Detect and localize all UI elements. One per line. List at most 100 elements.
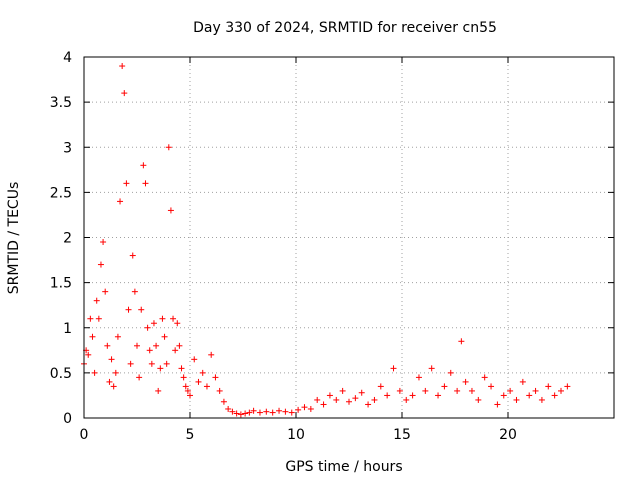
data-point bbox=[558, 387, 564, 394]
data-point bbox=[422, 387, 429, 394]
data-point bbox=[468, 387, 475, 394]
data-point bbox=[208, 351, 215, 358]
data-point bbox=[157, 365, 164, 372]
data-point bbox=[447, 369, 454, 376]
data-point bbox=[494, 401, 501, 408]
data-point bbox=[85, 351, 92, 358]
data-point bbox=[295, 406, 302, 413]
data-point bbox=[123, 180, 130, 187]
data-point bbox=[513, 396, 520, 403]
data-point bbox=[526, 392, 533, 399]
data-point bbox=[263, 408, 270, 415]
data-point bbox=[551, 392, 558, 399]
data-point bbox=[136, 374, 143, 381]
data-point bbox=[339, 387, 346, 394]
axis-ticks: 0 5 10 15 20 0 0.5 1 1.5 2 2.5 3 3.5 4 bbox=[50, 50, 614, 443]
data-point bbox=[203, 383, 210, 390]
data-point bbox=[454, 387, 461, 394]
data-point bbox=[87, 315, 94, 322]
data-point bbox=[519, 378, 526, 385]
data-point bbox=[144, 324, 151, 331]
data-point bbox=[117, 198, 124, 205]
data-point bbox=[180, 374, 187, 381]
data-point bbox=[242, 410, 249, 417]
data-point bbox=[93, 297, 100, 304]
data-point bbox=[140, 162, 147, 169]
data-point bbox=[170, 315, 177, 322]
data-point bbox=[199, 369, 206, 376]
data-point bbox=[246, 409, 253, 416]
data-point bbox=[371, 396, 378, 403]
y-tick-label: 2.5 bbox=[50, 185, 72, 201]
y-tick-label: 1 bbox=[63, 321, 72, 337]
data-point bbox=[155, 387, 162, 394]
data-point bbox=[108, 356, 115, 363]
data-point bbox=[475, 396, 482, 403]
data-point bbox=[225, 405, 232, 412]
data-point bbox=[256, 409, 263, 416]
y-tick-label: 0 bbox=[63, 411, 72, 427]
data-point bbox=[91, 369, 98, 376]
data-point bbox=[114, 333, 121, 340]
data-point bbox=[396, 387, 403, 394]
plot-frame bbox=[83, 56, 615, 419]
x-tick-label: 20 bbox=[499, 427, 517, 443]
data-point bbox=[129, 252, 136, 259]
x-tick-label: 0 bbox=[80, 427, 89, 443]
data-point bbox=[326, 392, 333, 399]
data-point bbox=[320, 401, 327, 408]
data-point bbox=[172, 347, 179, 354]
data-point bbox=[532, 387, 539, 394]
data-point bbox=[314, 396, 321, 403]
data-point bbox=[153, 342, 160, 349]
data-point bbox=[131, 288, 138, 295]
data-point bbox=[538, 396, 545, 403]
data-point bbox=[481, 374, 488, 381]
data-point bbox=[191, 356, 198, 363]
data-point bbox=[507, 387, 514, 394]
data-point bbox=[176, 342, 183, 349]
data-point bbox=[307, 405, 314, 412]
y-axis-label: SRMTID / TECUs bbox=[6, 182, 22, 295]
data-point bbox=[142, 180, 149, 187]
data-point bbox=[125, 306, 132, 313]
data-point bbox=[95, 315, 102, 322]
data-point bbox=[237, 411, 244, 418]
data-point bbox=[119, 63, 126, 70]
data-point bbox=[276, 407, 283, 414]
y-tick-label: 3.5 bbox=[50, 95, 72, 111]
data-point bbox=[288, 409, 295, 416]
data-point bbox=[182, 383, 189, 390]
data-point bbox=[195, 378, 202, 385]
y-tick-label: 4 bbox=[63, 50, 72, 66]
data-point bbox=[488, 383, 495, 390]
data-point bbox=[104, 342, 111, 349]
data-point bbox=[352, 395, 359, 402]
data-point bbox=[333, 396, 340, 403]
data-point bbox=[384, 392, 391, 399]
data-point bbox=[462, 378, 469, 385]
chart-title: Day 330 of 2024, SRMTID for receiver cn5… bbox=[193, 20, 497, 36]
data-point bbox=[415, 374, 422, 381]
data-point bbox=[409, 392, 416, 399]
data-point bbox=[365, 401, 372, 408]
data-point bbox=[545, 383, 552, 390]
data-point bbox=[220, 398, 227, 405]
data-point bbox=[301, 404, 308, 411]
data-point bbox=[184, 387, 191, 394]
data-point bbox=[102, 288, 109, 295]
data-point bbox=[97, 261, 104, 268]
data-point bbox=[435, 392, 442, 399]
data-point bbox=[377, 383, 384, 390]
data-point bbox=[134, 342, 140, 349]
data-point bbox=[390, 365, 397, 372]
data-point bbox=[150, 320, 157, 327]
data-point bbox=[269, 409, 276, 416]
data-point bbox=[458, 338, 465, 345]
y-tick-label: 0.5 bbox=[50, 366, 72, 382]
y-tick-label: 3 bbox=[63, 140, 72, 156]
data-point bbox=[89, 333, 96, 340]
data-point bbox=[441, 383, 448, 390]
data-point bbox=[500, 392, 507, 399]
